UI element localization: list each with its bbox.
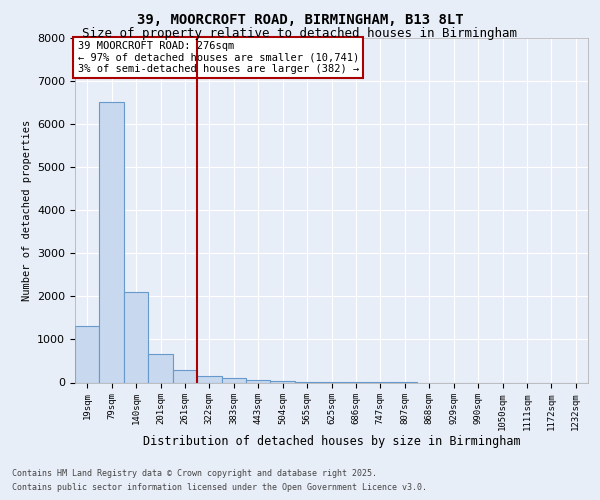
Bar xyxy=(75,326,100,382)
Bar xyxy=(173,370,197,382)
Bar xyxy=(148,354,173,382)
Bar xyxy=(246,380,271,382)
Text: 39, MOORCROFT ROAD, BIRMINGHAM, B13 8LT: 39, MOORCROFT ROAD, BIRMINGHAM, B13 8LT xyxy=(137,12,463,26)
Bar xyxy=(271,381,295,382)
Bar xyxy=(124,292,148,382)
Text: Contains public sector information licensed under the Open Government Licence v3: Contains public sector information licen… xyxy=(12,484,427,492)
Text: 39 MOORCROFT ROAD: 276sqm
← 97% of detached houses are smaller (10,741)
3% of se: 39 MOORCROFT ROAD: 276sqm ← 97% of detac… xyxy=(77,41,359,74)
Bar xyxy=(100,102,124,382)
Text: Contains HM Land Registry data © Crown copyright and database right 2025.: Contains HM Land Registry data © Crown c… xyxy=(12,468,377,477)
Y-axis label: Number of detached properties: Number of detached properties xyxy=(22,120,32,300)
X-axis label: Distribution of detached houses by size in Birmingham: Distribution of detached houses by size … xyxy=(143,436,520,448)
Text: Size of property relative to detached houses in Birmingham: Size of property relative to detached ho… xyxy=(83,28,517,40)
Bar xyxy=(197,376,221,382)
Bar xyxy=(221,378,246,382)
